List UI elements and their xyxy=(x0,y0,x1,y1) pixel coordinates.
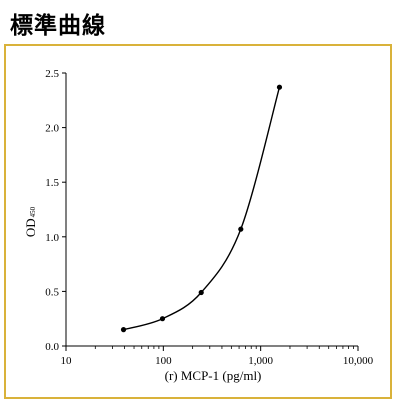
x-tick-label: 10 xyxy=(61,355,73,367)
data-point xyxy=(276,84,283,90)
y-axis-label: OD450 xyxy=(23,206,38,237)
y-tick-label: 0.5 xyxy=(45,286,59,298)
y-tick-label: 1.0 xyxy=(45,232,59,244)
standard-curve-line xyxy=(123,87,281,331)
data-point xyxy=(159,316,166,322)
page-title: 標準曲線 xyxy=(10,13,106,39)
chart-frame xyxy=(4,44,392,399)
data-point xyxy=(198,289,204,296)
data-point xyxy=(120,327,127,333)
x-tick-label: 1,000 xyxy=(248,355,273,367)
x-tick-label: 10,000 xyxy=(343,355,374,367)
y-tick-label: 1.5 xyxy=(45,177,59,189)
y-tick-label: 0.0 xyxy=(45,341,59,353)
y-tick-label: 2.5 xyxy=(45,68,59,80)
x-axis-label: (r) MCP-1 (pg/ml) xyxy=(165,368,262,383)
x-tick-label: 100 xyxy=(155,355,172,367)
data-point xyxy=(238,226,244,232)
y-tick-label: 2.0 xyxy=(45,123,59,135)
